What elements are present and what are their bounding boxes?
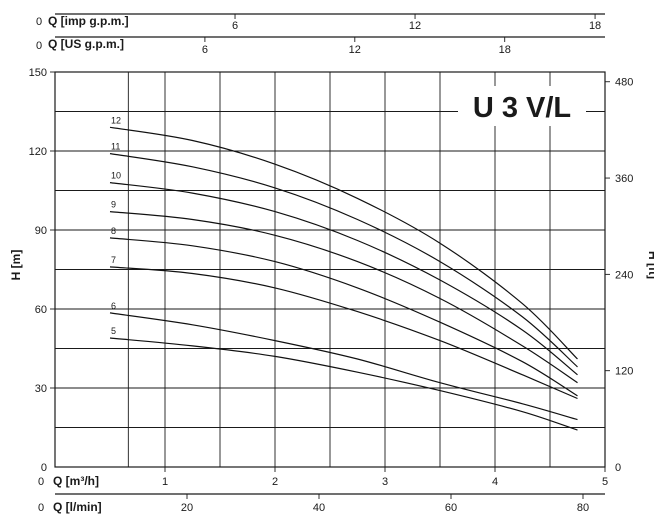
m3h-zero: 0 [38, 476, 44, 488]
curve-stage-5 [110, 338, 578, 430]
m3h-tick-5: 5 [602, 476, 608, 488]
m3h-tick-4: 4 [492, 476, 498, 488]
curve-stage-7 [110, 267, 578, 399]
m3h-tick-2: 2 [272, 476, 278, 488]
m3h-tick-1: 1 [162, 476, 168, 488]
us-gpm-tick-6: 6 [202, 44, 208, 56]
h-ft-tick-360: 360 [615, 173, 633, 185]
curve-label-7: 7 [111, 255, 116, 265]
curve-label-12: 12 [111, 115, 121, 125]
m3h-tick-3: 3 [382, 476, 388, 488]
us-gpm-tick-12: 12 [349, 44, 361, 56]
curve-label-10: 10 [111, 171, 121, 181]
imp-gpm-tick-18: 18 [589, 20, 601, 32]
imp-gpm-tick-6: 6 [232, 20, 238, 32]
lmin-tick-60: 60 [445, 502, 457, 514]
imp-gpm-tick-12: 12 [409, 20, 421, 32]
pump-curves: 5 6 7 8 9 10 11 12 [110, 115, 578, 430]
lmin-axis-label: Q [l/min] [53, 500, 102, 514]
curve-stage-6 [110, 313, 578, 420]
lmin-tick-20: 20 [181, 502, 193, 514]
curve-label-8: 8 [111, 226, 116, 236]
model-title: U 3 V/L [473, 92, 571, 124]
h-m-tick-60: 60 [35, 304, 47, 316]
y-axis-label-left: H [m] [9, 250, 23, 281]
h-m-tick-150: 150 [29, 67, 47, 79]
model-title-box: U 3 V/L [458, 86, 586, 126]
curve-label-9: 9 [111, 200, 116, 210]
us-gpm-tick-18: 18 [499, 44, 511, 56]
h-m-tick-0: 0 [41, 462, 47, 474]
h-ft-tick-480: 480 [615, 77, 633, 89]
h-ft-tick-0: 0 [615, 462, 621, 474]
h-m-tick-30: 30 [35, 383, 47, 395]
curve-stage-11 [110, 154, 578, 367]
curve-stage-10 [110, 183, 578, 375]
y-axis-label-right: H [ft] [646, 251, 654, 279]
axis-titles: H [m] H [ft] 0 Q [m³/h] 0 Q [l/min] [9, 250, 654, 514]
lmin-zero: 0 [38, 502, 44, 514]
top-flow-axes: 0 Q [imp g.p.m.] 0 Q [US g.p.m.] [36, 14, 605, 52]
h-ft-tick-240: 240 [615, 269, 633, 281]
imp-gpm-axis-label: Q [imp g.p.m.] [48, 14, 129, 28]
h-m-tick-90: 90 [35, 225, 47, 237]
curve-label-5: 5 [111, 326, 116, 336]
lmin-tick-40: 40 [313, 502, 325, 514]
us-gpm-axis-label: Q [US g.p.m.] [48, 37, 124, 51]
h-ft-tick-120: 120 [615, 366, 633, 378]
m3h-axis-label: Q [m³/h] [53, 474, 99, 488]
curve-label-11: 11 [111, 142, 120, 152]
curve-stage-12 [110, 127, 578, 359]
imp-gpm-zero: 0 [36, 16, 42, 28]
us-gpm-zero: 0 [36, 40, 42, 52]
lmin-tick-80: 80 [577, 502, 589, 514]
curve-stage-9 [110, 212, 578, 383]
curve-label-6: 6 [111, 301, 116, 311]
curve-stage-8 [110, 238, 578, 396]
h-m-tick-120: 120 [29, 146, 47, 158]
